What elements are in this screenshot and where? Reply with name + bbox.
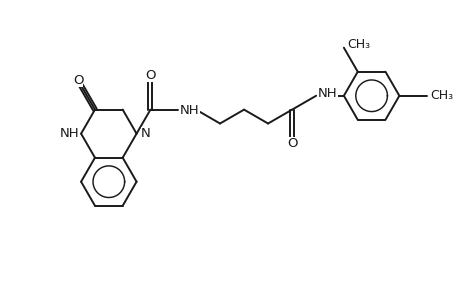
Text: CH₃: CH₃: [429, 89, 452, 102]
Text: CH₃: CH₃: [346, 38, 369, 51]
Text: NH: NH: [59, 127, 79, 140]
Text: O: O: [145, 69, 155, 82]
Text: O: O: [73, 74, 83, 87]
Text: N: N: [140, 127, 150, 140]
Text: NH: NH: [318, 87, 337, 100]
Text: O: O: [286, 137, 297, 150]
Text: NH: NH: [180, 104, 199, 117]
